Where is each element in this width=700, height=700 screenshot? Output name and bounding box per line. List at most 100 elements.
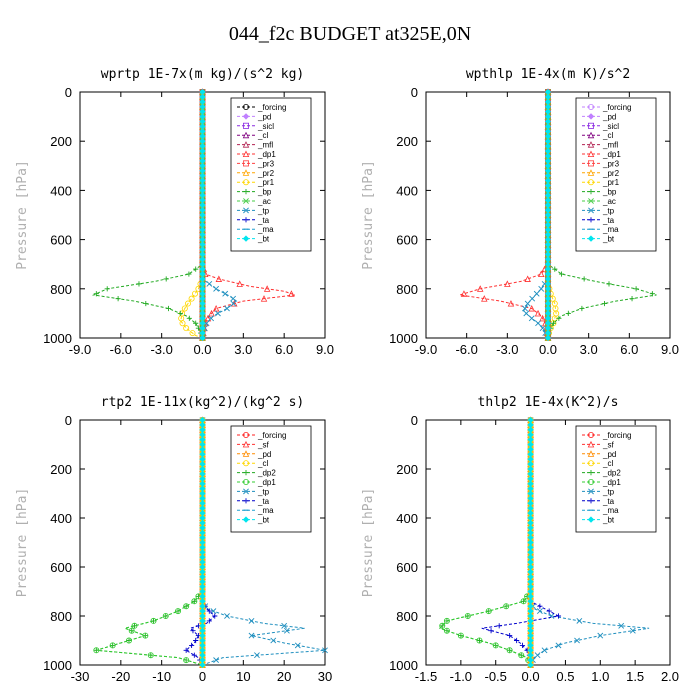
legend-marker (242, 104, 249, 111)
data-point (206, 618, 212, 624)
data-point (519, 642, 526, 648)
x-tick-label: 30 (318, 669, 332, 684)
legend-label: _dp1 (602, 478, 621, 487)
series-bt (544, 88, 552, 342)
x-tick-label: -6.0 (110, 342, 132, 357)
figure-title: 044_f2c BUDGET at325E,0N (229, 23, 471, 45)
series-dp2 (439, 417, 534, 668)
data-point (579, 305, 585, 312)
series-line (96, 420, 203, 666)
legend-label: _pr1 (257, 178, 275, 187)
series-line (96, 420, 203, 666)
data-point (523, 310, 530, 317)
legend-marker (243, 488, 249, 495)
legend-label: _cl (602, 459, 613, 468)
legend-label: _forcing (257, 431, 286, 440)
data-point (558, 271, 565, 277)
legend-label: _ta (602, 216, 615, 225)
legend-label: _ac (602, 197, 616, 206)
data-point (529, 295, 536, 302)
legend-label: _tp (602, 487, 615, 496)
x-tick-label: 0.0 (522, 669, 540, 684)
data-point (439, 623, 445, 629)
data-point (520, 598, 527, 605)
legend-label: _dp2 (602, 469, 621, 478)
y-tick-label: 200 (396, 462, 418, 477)
legend-label: _ta (602, 497, 615, 506)
legend-label: _tp (257, 206, 270, 215)
data-point (177, 310, 183, 316)
data-point (181, 305, 188, 312)
legend-label: _ma (602, 506, 619, 515)
legend-label: _mfl (257, 141, 273, 150)
data-point (165, 305, 172, 312)
y-axis-label: Pressure [hPa] (15, 488, 30, 598)
legend: _forcing_pd_sicl_cl_mfl_dp1_pr3_pr2_pr1_… (230, 97, 312, 252)
data-point (618, 622, 625, 629)
data-point (109, 642, 116, 649)
x-tick-label: 0.5 (556, 669, 574, 684)
legend-marker (243, 198, 249, 204)
legend-label: _sf (602, 440, 614, 449)
data-point (537, 270, 545, 278)
data-point (93, 291, 99, 297)
data-point (283, 627, 290, 634)
legend-marker (242, 440, 250, 448)
legend-marker (587, 450, 595, 457)
legend-marker (588, 488, 594, 495)
legend-marker (588, 431, 595, 438)
data-point (536, 608, 543, 615)
legend-label: _bt (257, 235, 270, 244)
legend-marker (587, 131, 595, 139)
data-point (439, 622, 446, 629)
chart-panel-1: wprtp 1E-7x(m kg)/(s^2 kg) Pressure [hPa]… (15, 67, 334, 357)
legend: _forcing_pd_sicl_cl_mfl_dp1_pr3_pr2_pr1_… (575, 97, 657, 252)
data-point (230, 295, 237, 302)
legend-marker (587, 235, 595, 242)
data-point (222, 290, 229, 297)
x-tick-label: -30 (71, 669, 90, 684)
y-tick-label: 200 (50, 462, 72, 477)
y-tick-label: 1000 (389, 331, 418, 346)
legend-marker (242, 431, 249, 438)
legend-marker (588, 122, 595, 129)
data-point (281, 622, 288, 629)
x-tick-label: 9.0 (661, 342, 679, 357)
data-point (191, 652, 197, 658)
y-tick-label: 200 (50, 134, 72, 149)
data-point (215, 275, 223, 282)
data-point (126, 637, 133, 644)
data-point (476, 637, 483, 644)
legend-label: _sicl (257, 122, 274, 131)
legend-label: _ma (602, 225, 619, 234)
data-point (260, 295, 268, 302)
data-point (192, 290, 199, 297)
y-axis-label: Pressure [hPa] (361, 160, 376, 270)
data-point (93, 647, 100, 654)
legend-label: _sf (257, 440, 269, 449)
data-point (528, 304, 535, 312)
data-point (199, 334, 206, 342)
data-point (213, 657, 220, 664)
x-tick-label: -1.5 (415, 669, 437, 684)
data-point (555, 642, 562, 649)
legend-label: _cl (257, 459, 268, 468)
data-point (539, 325, 546, 332)
y-tick-label: 1000 (43, 331, 72, 346)
legend-label: _tp (602, 206, 615, 215)
x-tick-label: -20 (111, 669, 130, 684)
legend-marker (588, 478, 595, 485)
data-point (204, 314, 212, 322)
x-tick-label: -1.0 (450, 669, 472, 684)
x-tick-label: 3.0 (234, 342, 252, 357)
y-axis-label: Pressure [hPa] (15, 160, 30, 270)
y-tick-label: 400 (50, 511, 72, 526)
legend-marker (243, 207, 249, 214)
data-point (649, 291, 655, 297)
legend-marker (242, 160, 249, 167)
legend-marker (242, 478, 249, 485)
legend-marker (242, 516, 250, 523)
legend-label: _ma (257, 506, 274, 515)
series-line (522, 92, 549, 339)
